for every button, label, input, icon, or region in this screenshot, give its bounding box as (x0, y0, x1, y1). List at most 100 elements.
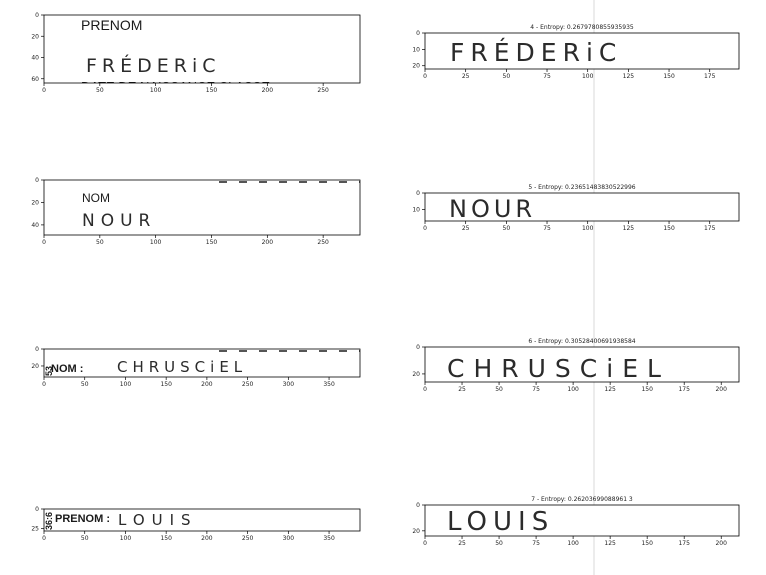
x-tick-label: 125 (623, 225, 635, 232)
x-tick-label: 75 (532, 540, 540, 547)
axes-frame (424, 346, 740, 383)
x-tick-label: 350 (323, 381, 335, 388)
x-tick-label: 0 (42, 239, 46, 246)
x-tick-label: 0 (42, 381, 46, 388)
panel-2: 4 - Entropy: 0.2679780855935935 FRÉDERiC 0… (412, 24, 740, 80)
x-tick-label: 100 (582, 225, 594, 232)
y-tick-label: 10 (412, 46, 420, 53)
y-tick-label: 0 (416, 344, 420, 351)
x-tick-label: 350 (323, 535, 335, 542)
cropped-marks (339, 350, 347, 352)
x-tick-label: 250 (242, 381, 254, 388)
x-tick-label: 100 (150, 87, 162, 94)
y-tick-label: 0 (416, 502, 420, 509)
cropped-marks (319, 350, 327, 352)
image-content: NOUR (449, 195, 536, 223)
printed-label: NOM (82, 191, 110, 205)
image-content: FRÉDERiC (450, 38, 616, 67)
x-tick-label: 100 (150, 239, 162, 246)
x-tick-label: 50 (81, 535, 89, 542)
y-tick-label: 20 (412, 528, 420, 535)
cropped-marks (299, 181, 307, 183)
x-tick-label: 125 (604, 540, 616, 547)
panel-8: 7 - Entropy: 0.26203699088961 3 LOUIS 0 25 5… (412, 496, 740, 547)
x-tick-label: 250 (317, 87, 329, 94)
x-tick-label: 125 (604, 386, 616, 393)
axes-frame (424, 192, 740, 222)
y-tick-label: 20 (412, 63, 420, 70)
image-content: PRENOM :36:6 LOUIS (44, 511, 191, 530)
image-area (425, 193, 739, 221)
handwritten-word: FRÉDERiC (86, 54, 221, 77)
rotated-number: 53 (44, 366, 54, 376)
axes-frame (43, 348, 361, 378)
cropped-marks (219, 181, 227, 183)
x-tick-label: 150 (663, 73, 675, 80)
x-tick-label: 25 (458, 540, 466, 547)
image-area (425, 33, 739, 69)
panel-title: 5 - Entropy: 0.23651483830522996 (528, 184, 635, 191)
x-tick-label: 150 (206, 87, 218, 94)
cropped-marks (359, 350, 360, 352)
printed-label: PRENOM : (55, 513, 110, 525)
image-content: NOM NOUR (82, 181, 360, 231)
y-tick-label: 0 (35, 12, 39, 19)
x-tick-label: 200 (262, 87, 274, 94)
handwritten-word: NOUR (82, 211, 156, 231)
x-tick-label: 300 (283, 535, 295, 542)
x-tick-label: 100 (567, 540, 579, 547)
x-tick-label: 0 (423, 225, 427, 232)
panel-title: 6 - Entropy: 0.30528400691938584 (528, 338, 635, 345)
y-tick-label: 60 (31, 76, 39, 83)
x-tick-label: 25 (462, 225, 470, 232)
image-area (44, 349, 360, 377)
handwritten-word: LOUIS (447, 507, 554, 537)
x-tick-label: 300 (283, 381, 295, 388)
x-tick-label: 175 (704, 73, 716, 80)
x-tick-label: 100 (567, 386, 579, 393)
printed-label: PRENOM (81, 17, 142, 33)
panel-title: 7 - Entropy: 0.26203699088961 3 (531, 496, 633, 503)
x-tick-label: 25 (458, 386, 466, 393)
cropped-marks (319, 181, 327, 183)
y-tick-label: 25 (31, 526, 39, 533)
x-tick-label: 250 (242, 535, 254, 542)
printed-label: NOM : (51, 363, 83, 375)
x-tick-label: 150 (160, 535, 172, 542)
image-content: LOUIS (447, 507, 554, 537)
handwritten-word: CHRUSCiEL (117, 358, 247, 376)
x-tick-label: 150 (641, 540, 653, 547)
x-tick-label: 0 (423, 73, 427, 80)
panel-5: NOM :53 CHRUSCiEL 0 50 100 150 200 250 300 350 0 20 (31, 346, 361, 388)
x-tick-label: 100 (120, 535, 132, 542)
x-tick-label: 200 (201, 535, 213, 542)
y-tick-label: 40 (31, 55, 39, 62)
cropped-marks (259, 181, 267, 183)
x-tick-label: 50 (81, 381, 89, 388)
panel-6: 6 - Entropy: 0.30528400691938584 CHRUSCiE… (412, 338, 740, 393)
y-tick-label: 0 (35, 346, 39, 353)
x-tick-label: 50 (96, 87, 104, 94)
x-tick-label: 100 (120, 381, 132, 388)
image-area (425, 505, 739, 536)
x-tick-label: 175 (678, 540, 690, 547)
y-tick-label: 20 (31, 199, 39, 206)
cropped-marks (219, 350, 227, 352)
x-tick-label: 150 (160, 381, 172, 388)
handwritten-word: NOUR (449, 195, 536, 223)
y-tick-label: 20 (412, 371, 420, 378)
x-tick-label: 100 (582, 73, 594, 80)
y-tick-label: 0 (35, 177, 39, 184)
image-area (44, 15, 360, 83)
x-tick-label: 50 (96, 239, 104, 246)
x-tick-label: 25 (462, 73, 470, 80)
x-tick-label: 0 (423, 540, 427, 547)
panel-title: 4 - Entropy: 0.2679780855935935 (530, 24, 634, 31)
x-tick-label: 200 (262, 239, 274, 246)
x-tick-label: 75 (532, 386, 540, 393)
cropped-marks (339, 181, 347, 183)
x-tick-label: 50 (495, 540, 503, 547)
x-tick-label: 75 (543, 225, 551, 232)
image-area (44, 509, 360, 531)
